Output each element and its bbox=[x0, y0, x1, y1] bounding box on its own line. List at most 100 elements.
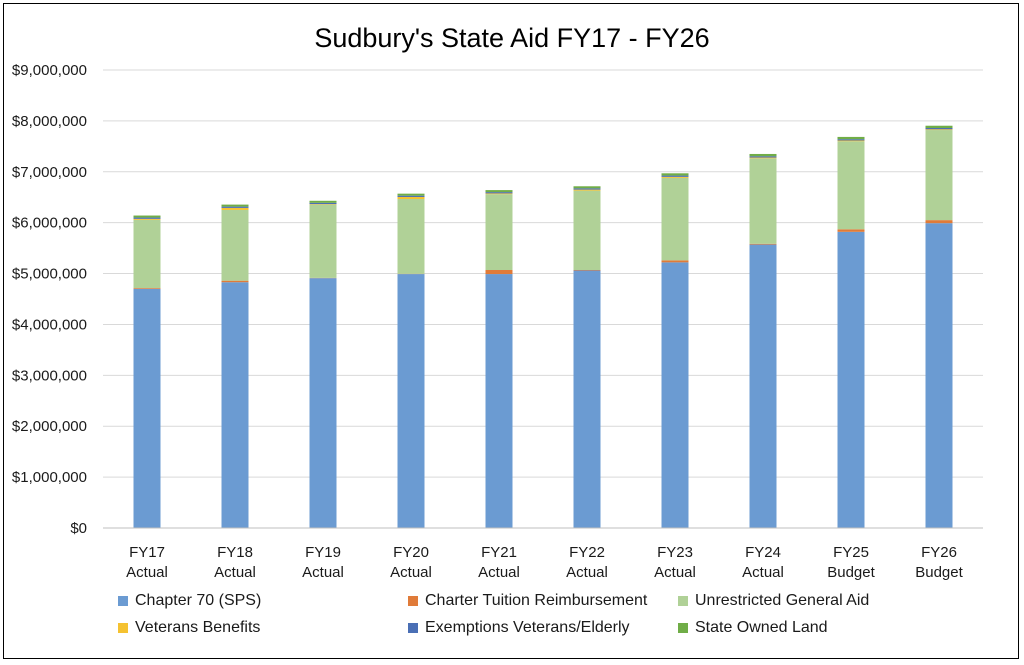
x-tick-label: Actual bbox=[742, 564, 784, 581]
bar-segment bbox=[485, 193, 513, 195]
bar-segment bbox=[573, 270, 601, 528]
bar-segment bbox=[133, 288, 161, 528]
bar-segment bbox=[925, 220, 953, 224]
x-tick-label: FY24 bbox=[745, 544, 781, 561]
bar-segment bbox=[573, 186, 601, 189]
bar-segment bbox=[661, 173, 689, 176]
x-tick-label: FY18 bbox=[217, 544, 253, 561]
bar-segment bbox=[485, 192, 513, 194]
y-tick-label: $0 bbox=[70, 520, 87, 537]
x-tick-label: Actual bbox=[566, 564, 608, 581]
x-tick-label: Actual bbox=[126, 564, 168, 581]
bar-segment bbox=[837, 229, 865, 232]
x-tick-label: FY21 bbox=[481, 544, 517, 561]
legend: Chapter 70 (SPS) Charter Tuition Reimburs… bbox=[118, 592, 978, 652]
bar-segment bbox=[573, 189, 601, 191]
bar-segment bbox=[925, 130, 953, 221]
bar-segment bbox=[485, 274, 513, 528]
legend-swatch bbox=[408, 623, 418, 633]
y-tick-label: $3,000,000 bbox=[12, 367, 87, 384]
y-tick-label: $8,000,000 bbox=[12, 113, 87, 130]
x-tick-label: Budget bbox=[827, 564, 875, 581]
x-tick-label: Budget bbox=[915, 564, 963, 581]
legend-item: State Owned Land bbox=[678, 619, 828, 637]
bar-segment bbox=[221, 207, 249, 210]
x-tick-label: Actual bbox=[654, 564, 696, 581]
legend-swatch bbox=[118, 623, 128, 633]
bar-segment bbox=[749, 244, 777, 528]
bar-segment bbox=[485, 194, 513, 270]
bar-segment bbox=[309, 204, 337, 278]
legend-label: Exemptions Veterans/Elderly bbox=[425, 619, 630, 636]
x-tick-label: Actual bbox=[214, 564, 256, 581]
bar-segment bbox=[221, 206, 249, 208]
bar-segment bbox=[661, 176, 689, 178]
bar-segment bbox=[749, 153, 777, 157]
y-tick-label: $2,000,000 bbox=[12, 418, 87, 435]
legend-label: Veterans Benefits bbox=[135, 619, 261, 636]
bars bbox=[133, 125, 953, 529]
bar-segment bbox=[133, 219, 161, 289]
legend-swatch bbox=[118, 596, 128, 606]
bar-segment bbox=[749, 156, 777, 158]
bar-segment bbox=[221, 280, 249, 283]
bar-segment bbox=[661, 175, 689, 177]
bar-segment bbox=[573, 269, 601, 271]
legend-swatch bbox=[408, 596, 418, 606]
bar-segment bbox=[221, 209, 249, 281]
x-tick-label: Actual bbox=[390, 564, 432, 581]
legend-label: Chapter 70 (SPS) bbox=[135, 592, 262, 609]
legend-item: Exemptions Veterans/Elderly bbox=[408, 619, 630, 637]
y-tick-label: $6,000,000 bbox=[12, 215, 87, 232]
bar-segment bbox=[133, 215, 161, 218]
bar-segment bbox=[925, 223, 953, 529]
bar-segment bbox=[837, 140, 865, 142]
bar-segment bbox=[661, 177, 689, 261]
bar-segment bbox=[661, 262, 689, 528]
bar-segment bbox=[397, 196, 425, 200]
legend-label: Unrestricted General Aid bbox=[695, 592, 870, 609]
chart-title: Sudbury's State Aid FY17 - FY26 bbox=[314, 23, 709, 53]
bar-segment bbox=[133, 218, 161, 220]
bar-segment bbox=[925, 129, 953, 131]
bar-segment bbox=[397, 195, 425, 197]
x-tick-label: FY23 bbox=[657, 544, 693, 561]
y-tick-label: $5,000,000 bbox=[12, 266, 87, 283]
bar-segment bbox=[309, 278, 337, 528]
x-tick-label: Actual bbox=[302, 564, 344, 581]
legend-swatch bbox=[678, 596, 688, 606]
y-tick-label: $9,000,000 bbox=[12, 62, 87, 79]
x-tick-label: Actual bbox=[478, 564, 520, 581]
x-tick-label: FY22 bbox=[569, 544, 605, 561]
bar-segment bbox=[837, 139, 865, 141]
y-tick-label: $7,000,000 bbox=[12, 164, 87, 181]
legend-label: Charter Tuition Reimbursement bbox=[425, 592, 648, 609]
bar-segment bbox=[133, 288, 161, 289]
bar-segment bbox=[749, 243, 777, 245]
bar-segment bbox=[837, 141, 865, 230]
bar-segment bbox=[661, 260, 689, 263]
bar-segment bbox=[925, 128, 953, 130]
legend-item: Veterans Benefits bbox=[118, 619, 260, 637]
bar-segment bbox=[749, 157, 777, 159]
bar-segment bbox=[573, 188, 601, 190]
y-tick-label: $1,000,000 bbox=[12, 469, 87, 486]
bar-segment bbox=[485, 190, 513, 193]
x-tick-label: FY26 bbox=[921, 544, 957, 561]
bar-segment bbox=[309, 204, 337, 205]
axes: $0 $1,000,000 $2,000,000 $3,000,000 $4,000,0… bbox=[12, 62, 983, 581]
legend-label: State Owned Land bbox=[695, 619, 828, 636]
bar-segment bbox=[925, 125, 953, 129]
bar-segment bbox=[397, 199, 425, 274]
legend-item: Unrestricted General Aid bbox=[678, 592, 869, 610]
bar-segment bbox=[221, 204, 249, 207]
legend-item: Charter Tuition Reimbursement bbox=[408, 592, 647, 610]
bar-segment bbox=[837, 231, 865, 528]
bar-segment bbox=[221, 282, 249, 528]
bar-segment bbox=[573, 190, 601, 270]
bar-segment bbox=[837, 136, 865, 140]
bar-segment bbox=[397, 193, 425, 196]
bar-segment bbox=[485, 269, 513, 275]
bar-segment bbox=[397, 274, 425, 528]
